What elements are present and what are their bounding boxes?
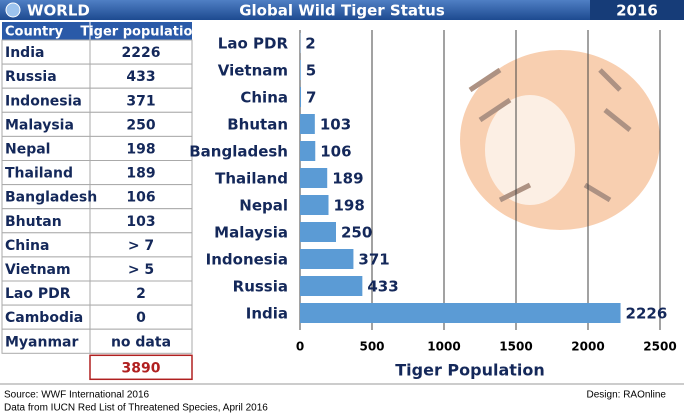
value-label: 103	[320, 116, 351, 134]
population-cell: 189	[126, 166, 155, 182]
category-label: Vietnam	[218, 62, 288, 80]
value-label: 2226	[626, 305, 668, 323]
category-label: India	[246, 305, 288, 323]
table-row	[1, 256, 91, 282]
bar	[300, 141, 316, 161]
x-axis-label: Tiger Population	[395, 361, 545, 380]
bar	[300, 168, 328, 188]
x-tick-label: 2500	[643, 340, 676, 354]
category-label: Indonesia	[206, 251, 288, 269]
category-label: Bangladesh	[189, 143, 288, 161]
table-header	[2, 22, 192, 40]
globe-icon	[5, 2, 21, 18]
source: Source: WWF International 2016	[4, 390, 150, 401]
table-row	[1, 208, 91, 234]
population-cell: no data	[111, 334, 171, 350]
design-credit: Design: RAOnline	[587, 390, 667, 401]
value-label: 371	[358, 251, 389, 269]
table-row	[89, 328, 193, 354]
bar	[300, 87, 302, 107]
table-row	[89, 304, 193, 330]
country-cell: Bangladesh	[5, 190, 97, 206]
country-cell: Lao PDR	[5, 286, 71, 302]
population-cell: 371	[126, 93, 155, 109]
country-cell: China	[5, 238, 49, 254]
table-row	[1, 232, 91, 258]
x-tick-label: 1000	[427, 340, 460, 354]
country-cell: Bhutan	[5, 214, 62, 230]
value-label: 250	[341, 224, 372, 242]
total-box	[89, 354, 193, 381]
bar	[300, 60, 301, 80]
value-label: 433	[367, 278, 398, 296]
x-tick-label: 500	[359, 340, 384, 354]
table-row	[89, 280, 193, 306]
population-cell: 198	[126, 141, 155, 157]
value-label: 189	[332, 170, 363, 188]
header-bar	[0, 0, 684, 20]
country-cell: Thailand	[5, 166, 73, 182]
x-tick-label: 1500	[499, 340, 532, 354]
table-row	[1, 280, 91, 306]
category-label: Malaysia	[214, 224, 288, 242]
value-label: 106	[320, 143, 351, 161]
population-cell: 2	[136, 286, 146, 302]
table-row	[89, 256, 193, 282]
x-tick-label: 2000	[571, 340, 604, 354]
table-row	[89, 111, 193, 137]
bar	[300, 249, 354, 269]
region: WORLD	[27, 2, 90, 20]
category-label: Nepal	[239, 197, 288, 215]
table-row	[89, 63, 193, 89]
population-cell: 106	[126, 190, 155, 206]
country-cell: Malaysia	[5, 117, 74, 133]
tiger-illustration	[460, 50, 660, 230]
table-row	[89, 184, 193, 210]
value-label: 5	[306, 62, 316, 80]
country-cell: Nepal	[5, 141, 50, 157]
population-cell: 0	[136, 310, 146, 326]
population-cell: 2226	[122, 45, 161, 61]
title: Global Wild Tiger Status	[239, 2, 445, 20]
bar	[300, 303, 621, 323]
column-header: Country	[5, 25, 64, 40]
table-row	[89, 232, 193, 258]
country-cell: Russia	[5, 69, 57, 85]
value-label: 2	[305, 35, 315, 53]
country-cell: India	[5, 45, 44, 61]
table-row	[89, 87, 193, 113]
category-label: Lao PDR	[218, 35, 289, 53]
country-cell: Myanmar	[5, 334, 79, 350]
total-cell: 3890	[122, 360, 161, 376]
country-cell: Indonesia	[5, 93, 82, 109]
population-cell: > 5	[128, 262, 154, 278]
population-cell: 433	[126, 69, 155, 85]
table-row	[1, 328, 91, 354]
category-label: China	[240, 89, 288, 107]
category-label: Russia	[233, 278, 288, 296]
year: 2016	[616, 2, 658, 20]
table-row	[89, 135, 193, 161]
country-cell: Vietnam	[5, 262, 71, 278]
bar	[300, 195, 329, 215]
bar	[300, 222, 336, 242]
x-tick-label: 0	[296, 340, 304, 354]
year-box	[590, 0, 684, 20]
value-label: 198	[334, 197, 365, 215]
value-label: 7	[306, 89, 316, 107]
population-cell: 250	[126, 117, 155, 133]
population-cell: > 7	[128, 238, 154, 254]
table-row	[89, 160, 193, 186]
table-row	[89, 39, 193, 65]
country-cell: Cambodia	[5, 310, 83, 326]
bar	[300, 276, 363, 296]
table-row	[89, 208, 193, 234]
population-cell: 103	[126, 214, 155, 230]
category-label: Thailand	[215, 170, 288, 188]
data-note: Data from IUCN Red List of Threatened Sp…	[4, 403, 268, 414]
category-label: Bhutan	[227, 116, 288, 134]
column-header: Tiger population	[80, 25, 201, 40]
bar	[300, 114, 315, 134]
